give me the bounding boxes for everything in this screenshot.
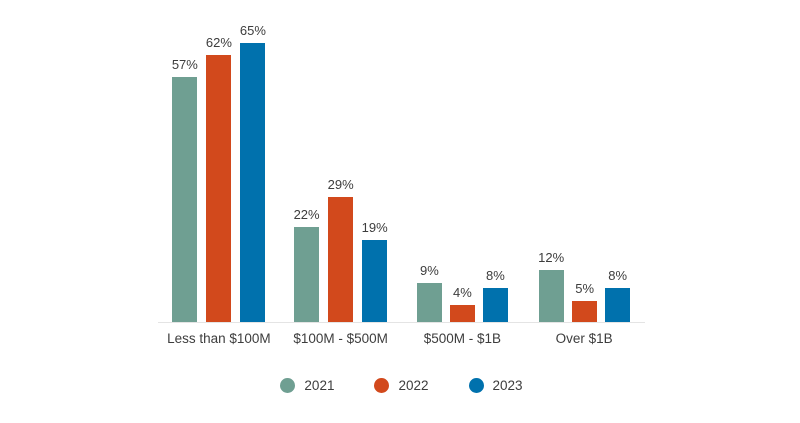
bar-value-label: 22% [293,207,320,223]
bar-value-label: 62% [205,35,232,51]
bar-value-label: 8% [608,267,628,283]
bar-with-label: 5% [572,280,598,322]
bar-2022 [572,300,598,322]
bar-with-label: 29% [328,177,354,322]
bar-value-label: 5% [575,280,595,296]
bar-2023 [362,240,388,322]
bar-2022 [328,197,354,322]
legend: 2021 2022 2023 [158,378,645,393]
legend-label: 2022 [398,378,429,393]
category-label: $100M - $500M [293,331,388,346]
bar-2023 [482,287,508,322]
bar-with-label: 12% [538,250,564,322]
bar-value-label: 8% [485,267,505,283]
bar-value-label: 12% [538,250,565,266]
bar-with-label: 9% [416,263,442,322]
bar-2021 [172,76,198,322]
category-label: Less than $100M [167,331,271,346]
legend-swatch-icon [280,378,296,393]
bar-value-label: 65% [239,22,266,38]
bar-with-label: 4% [449,284,475,322]
legend-label: 2023 [492,378,523,393]
bar-value-label: 9% [419,263,439,279]
bar-value-label: 4% [452,284,472,300]
bar-with-label: 22% [294,207,320,322]
bar-with-label: 62% [206,35,232,322]
bar-2023 [605,287,631,322]
x-axis-category-row: Less than $100M $100M - $500M $500M - $1B O… [158,331,645,346]
bar-value-label: 29% [327,177,354,193]
legend-swatch-icon [374,378,390,393]
bar-2021 [538,270,564,322]
legend-label: 2021 [304,378,335,393]
bar-group: 22% 29% 19% [280,0,402,322]
plot-area: 57% 62% 65% 22% 29% 19% 9% 4% 8% 12% 5% 8% [158,0,645,323]
bar-with-label: 65% [239,22,266,322]
category-label: $500M - $1B [423,331,502,346]
bar-value-label: 57% [171,56,198,72]
category-label: Over $1B [555,331,613,346]
legend-item-2021: 2021 [280,378,334,393]
legend-item-2023: 2023 [468,378,523,393]
bar-group: 9% 4% 8% [402,0,524,322]
bar-2022 [449,304,475,322]
bar-group: 12% 5% 8% [523,0,645,322]
bar-group: 57% 62% 65% [158,0,280,322]
bar-with-label: 57% [172,57,198,322]
bar-with-label: 8% [482,267,508,322]
legend-item-2022: 2022 [374,378,429,393]
bar-with-label: 19% [362,220,388,322]
bar-2021 [416,283,442,322]
bar-2022 [206,55,232,322]
bar-2021 [294,227,320,322]
bar-with-label: 8% [605,267,631,322]
legend-swatch-icon [468,378,484,393]
bar-2023 [240,42,266,322]
bar-value-label: 19% [361,220,388,236]
